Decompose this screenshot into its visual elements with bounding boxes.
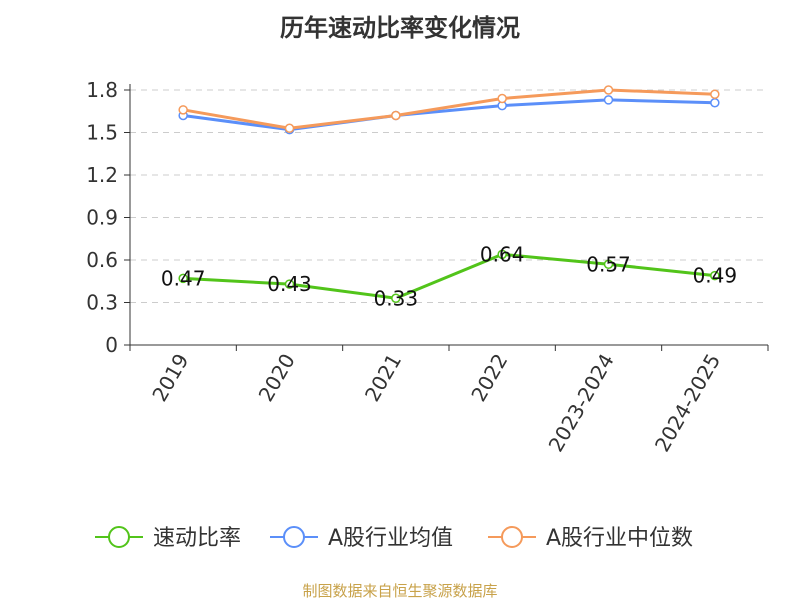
x-tick-label: 2020: [254, 350, 300, 406]
legend-label: A股行业均值: [328, 526, 453, 551]
x-tick-label: 2021: [360, 350, 406, 406]
data-label: 0.43: [267, 272, 312, 296]
data-label: 0.47: [161, 266, 206, 290]
data-point: [710, 270, 720, 281]
data-point: [497, 249, 507, 260]
legend-marker: [501, 526, 523, 548]
data-label: 0.49: [693, 264, 738, 288]
data-point: [710, 89, 720, 99]
data-label: 0.64: [480, 242, 525, 266]
y-tick-label: 1.2: [86, 163, 118, 187]
legend-label: 速动比率: [153, 526, 241, 551]
series: [178, 85, 720, 303]
data-labels: 0.47 0.43 0.33 0.64 0.57 0.49: [161, 242, 737, 310]
data-label: 0.33: [374, 286, 419, 310]
data-label: 0.57: [586, 252, 631, 276]
y-tick-label: 0.9: [86, 206, 118, 230]
x-tick-label: 2019: [147, 350, 193, 406]
y-tick-label: 0.6: [86, 248, 118, 272]
y-tick-label: 0.3: [86, 291, 118, 315]
data-point: [603, 95, 614, 105]
data-point: [178, 105, 188, 115]
grid-lines: [130, 89, 768, 303]
series-line: [182, 98, 715, 132]
data-point: [284, 279, 295, 289]
x-tick-label: 2022: [466, 349, 512, 405]
data-point: [603, 259, 614, 269]
data-point: [178, 273, 188, 284]
legend: 速动比率 A股行业均值 A股行业中位数: [95, 526, 693, 551]
data-point: [603, 85, 614, 95]
data-point: [497, 93, 507, 104]
chart-title: 历年速动比率变化情况: [280, 14, 520, 42]
data-point: [391, 110, 401, 121]
legend-label: A股行业中位数: [546, 526, 693, 551]
x-tick-label: 2024-2025: [650, 350, 725, 456]
data-point: [710, 98, 720, 108]
y-tick-label: 1.5: [86, 121, 118, 145]
data-point: [391, 293, 401, 303]
series-line: [182, 88, 715, 130]
y-tick-label: 1.8: [86, 78, 118, 102]
source-note: 制图数据来自恒生聚源数据库: [302, 582, 498, 600]
legend-marker: [283, 526, 305, 548]
x-tick-label: 2023-2024: [544, 350, 619, 456]
legend-marker: [108, 526, 130, 548]
y-tick-label: 0: [105, 333, 118, 357]
data-point: [284, 123, 295, 133]
series-line: [183, 252, 715, 300]
